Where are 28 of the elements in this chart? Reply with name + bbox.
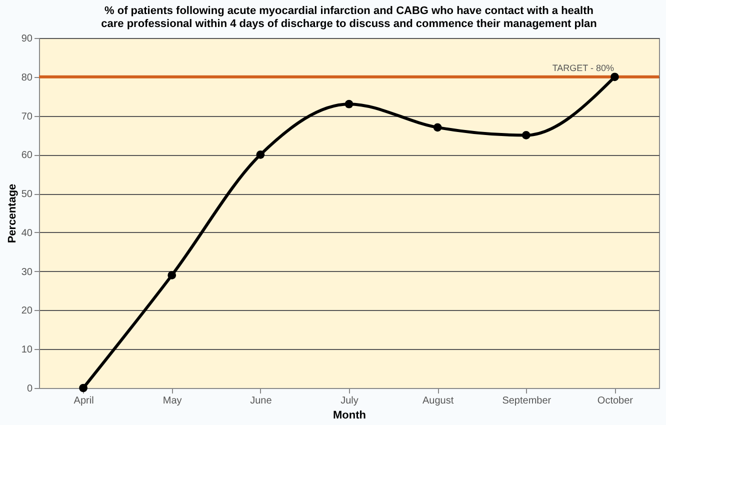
x-tick-label: June bbox=[250, 396, 272, 406]
point bbox=[256, 150, 265, 159]
y-tick-label: 40 bbox=[21, 228, 33, 239]
y-tick-label: 30 bbox=[21, 266, 33, 278]
y-tick-label: 20 bbox=[21, 306, 33, 317]
point bbox=[433, 123, 442, 132]
y-tick-label: 10 bbox=[21, 344, 33, 356]
x-tick-label: October bbox=[597, 396, 634, 406]
point bbox=[79, 384, 88, 392]
y-tick-label: 90 bbox=[21, 34, 33, 44]
point bbox=[168, 271, 176, 280]
y-axis-title: Percentage bbox=[6, 184, 18, 244]
point bbox=[344, 100, 354, 108]
y-tick-label: 50 bbox=[21, 189, 33, 200]
x-tick-label: May bbox=[162, 396, 182, 406]
ref-line-label: TARGET - 80% bbox=[552, 62, 614, 73]
y-tick-label: 80 bbox=[21, 72, 33, 84]
x-tick-label: July bbox=[340, 396, 358, 406]
point bbox=[610, 72, 619, 82]
x-tick-label: April bbox=[74, 396, 94, 406]
y-tick-label: 0 bbox=[26, 384, 33, 394]
y-tick-label: 70 bbox=[21, 111, 33, 122]
x-tick-label: August bbox=[422, 396, 454, 406]
y-tick-label: 60 bbox=[21, 150, 33, 162]
point bbox=[522, 131, 530, 140]
chart-title: % of patients following acute myocardial infarction and CABG who have contact with a health care professional within 4 days of discharge to discuss and commence their management plan bbox=[101, 5, 598, 30]
x-axis-title: Month bbox=[333, 410, 366, 422]
x-tick-label: September bbox=[502, 396, 552, 406]
